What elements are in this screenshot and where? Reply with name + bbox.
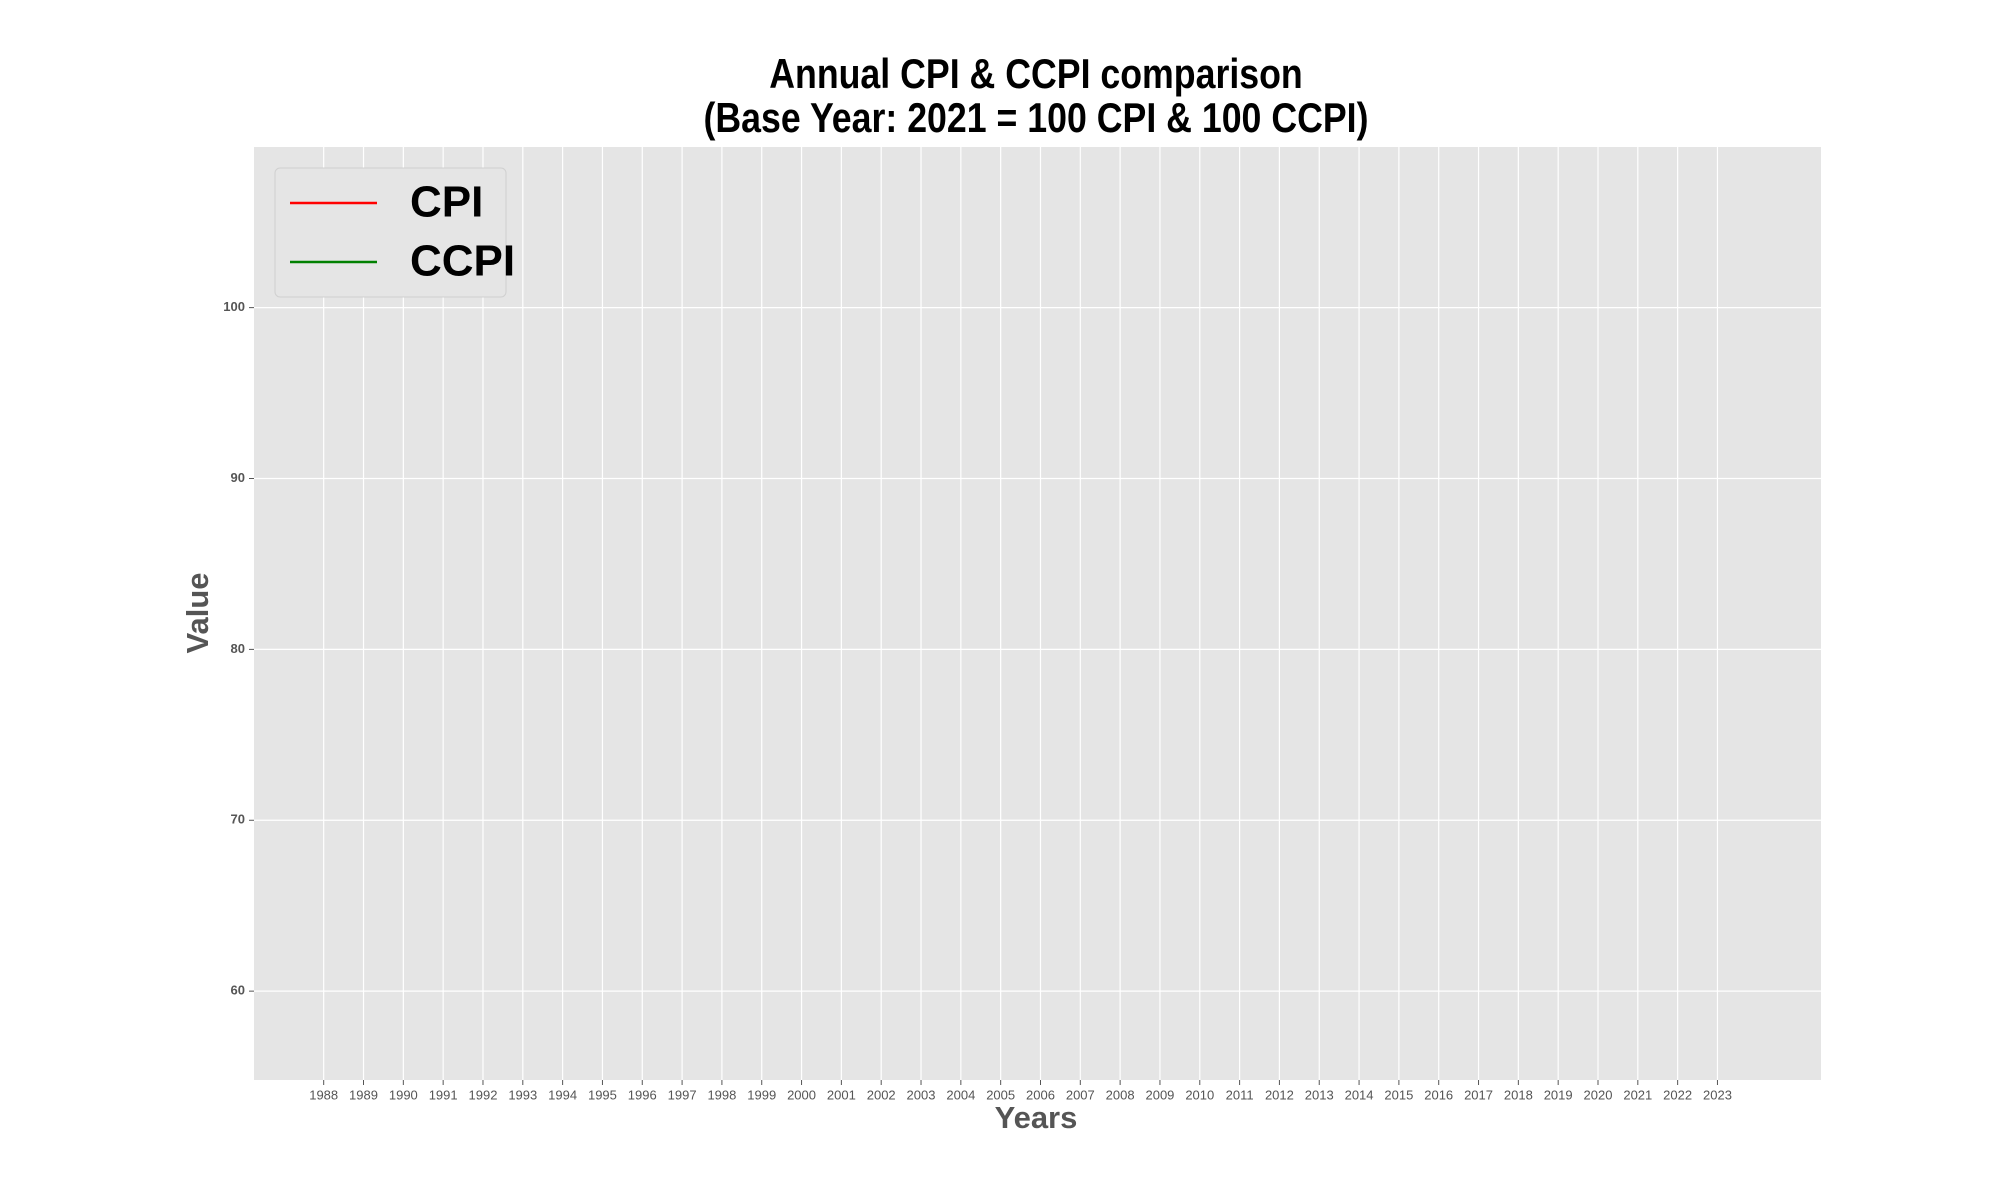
x-tick-label: 2023: [1703, 1087, 1732, 1102]
x-tick-label: 1991: [429, 1087, 458, 1102]
legend-label: CCPI: [410, 237, 515, 286]
plot-area: [254, 147, 1821, 1080]
chart-subtitle: (Base Year: 2021 = 100 CPI & 100 CCPI): [704, 95, 1369, 141]
x-tick-label: 2021: [1623, 1087, 1652, 1102]
x-tick-label: 1989: [349, 1087, 378, 1102]
x-tick-label: 2005: [986, 1087, 1015, 1102]
x-tick-label: 2020: [1584, 1087, 1613, 1102]
x-tick-label: 2014: [1345, 1087, 1374, 1102]
x-tick-label: 2010: [1185, 1087, 1214, 1102]
x-tick-label: 2003: [907, 1087, 936, 1102]
x-tick-label: 1998: [707, 1087, 736, 1102]
x-tick-label: 1996: [628, 1087, 657, 1102]
y-tick-label: 80: [231, 641, 245, 656]
x-tick-label: 2019: [1544, 1087, 1573, 1102]
legend-box: [274, 167, 507, 298]
x-tick-label: 2011: [1226, 1087, 1254, 1102]
y-tick-label: 60: [231, 983, 245, 998]
x-tick-label: 1993: [508, 1087, 537, 1102]
y-axis-label: Value: [180, 573, 215, 654]
y-tick-label: 70: [231, 812, 245, 827]
x-tick-label: 2006: [1026, 1087, 1055, 1102]
x-tick-label: 2004: [946, 1087, 975, 1102]
x-tick-label: 2001: [827, 1087, 856, 1102]
x-axis-label: Years: [995, 1100, 1078, 1135]
y-tick-label: 90: [231, 470, 245, 485]
x-tick-label: 1988: [309, 1087, 338, 1102]
x-tick-label: 2012: [1265, 1087, 1294, 1102]
x-tick-label: 2007: [1066, 1087, 1095, 1102]
x-tick-label: 1997: [668, 1087, 697, 1102]
x-tick-label: 2009: [1145, 1087, 1174, 1102]
x-tick-label: 1995: [588, 1087, 617, 1102]
x-tick-label: 2018: [1504, 1087, 1533, 1102]
x-tick-label: 1990: [389, 1087, 418, 1102]
x-tick-label: 2016: [1424, 1087, 1453, 1102]
x-tick-label: 2022: [1663, 1087, 1692, 1102]
x-tick-label: 2002: [867, 1087, 896, 1102]
x-tick-label: 2017: [1464, 1087, 1493, 1102]
x-tick-label: 2008: [1106, 1087, 1135, 1102]
x-tick-label: 1992: [469, 1087, 498, 1102]
chart-title: Annual CPI & CCPI comparison: [769, 51, 1302, 97]
x-tick-label: 2015: [1384, 1087, 1413, 1102]
x-tick-label: 1994: [548, 1087, 577, 1102]
legend-label: CPI: [410, 178, 483, 227]
y-tick-label: 100: [223, 299, 245, 314]
x-tick-label: 2013: [1305, 1087, 1334, 1102]
x-tick-label: 2000: [787, 1087, 816, 1102]
x-tick-label: 1999: [747, 1087, 776, 1102]
